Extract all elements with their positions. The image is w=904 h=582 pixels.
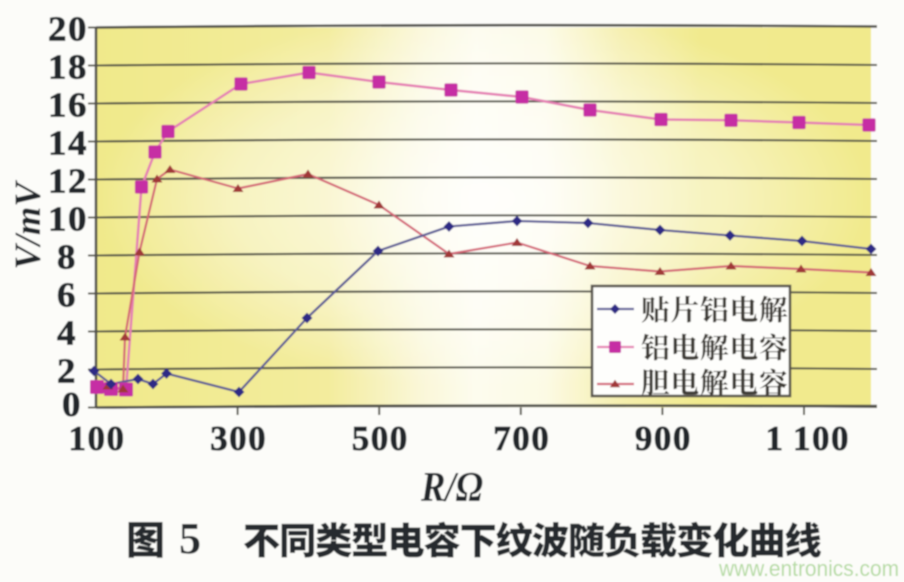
svg-text:0: 0 [62, 385, 82, 424]
svg-text:4: 4 [57, 314, 77, 353]
svg-text:8: 8 [57, 238, 77, 277]
svg-text:5: 5 [179, 514, 201, 563]
svg-text:18: 18 [48, 48, 88, 87]
svg-text:10: 10 [48, 200, 88, 239]
svg-text:R/Ω: R/Ω [420, 465, 483, 511]
svg-text:1 100: 1 100 [766, 419, 851, 458]
svg-text:100: 100 [69, 419, 126, 458]
svg-text:6: 6 [57, 276, 77, 315]
svg-text:900: 900 [635, 419, 692, 458]
svg-text:www.entronics.com: www.entronics.com [718, 556, 899, 581]
svg-text:700: 700 [493, 419, 550, 458]
svg-text:14: 14 [48, 124, 88, 163]
svg-text:500: 500 [352, 419, 409, 458]
svg-text:12: 12 [48, 162, 88, 201]
svg-text:V/mV: V/mV [7, 180, 48, 270]
svg-text:2: 2 [57, 352, 77, 391]
svg-text:20: 20 [48, 10, 88, 49]
svg-text:16: 16 [48, 86, 88, 125]
svg-text:300: 300 [210, 419, 267, 458]
